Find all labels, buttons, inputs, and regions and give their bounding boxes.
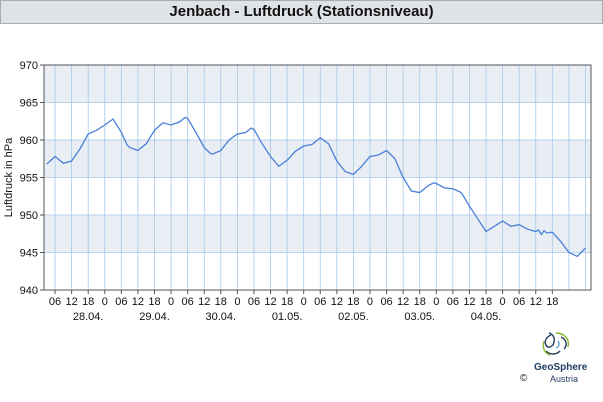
x-hour-label: 12 <box>331 296 343 308</box>
y-tick-label: 965 <box>20 98 38 110</box>
logo-subname: Austria <box>550 374 579 384</box>
x-hour-label: 12 <box>198 296 210 308</box>
geosphere-logo-mark <box>542 332 570 356</box>
x-hour-label: 0 <box>102 296 108 308</box>
geosphere-logo: GeoSphere Austria © <box>516 327 602 397</box>
x-hour-label: 18 <box>480 296 492 308</box>
x-hour-label: 06 <box>447 296 459 308</box>
x-hour-label: 12 <box>264 296 276 308</box>
y-tick-label: 950 <box>20 210 38 222</box>
plot-band <box>44 65 591 103</box>
x-day-label: 28.04. <box>73 311 104 323</box>
x-hour-label: 18 <box>281 296 293 308</box>
x-day-label: 02.05. <box>338 311 369 323</box>
x-hour-label: 18 <box>546 296 558 308</box>
y-tick-label: 940 <box>20 285 38 297</box>
plot-band <box>44 140 591 178</box>
chart-title: Jenbach - Luftdruck (Stationsniveau) <box>0 0 603 24</box>
x-day-label: 04.05. <box>471 311 502 323</box>
y-tick-label: 945 <box>20 248 38 260</box>
pressure-line <box>46 116 586 258</box>
logo-name: GeoSphere <box>534 362 588 373</box>
x-hour-label: 06 <box>182 296 194 308</box>
x-hour-label: 0 <box>168 296 174 308</box>
x-hour-label: 06 <box>314 296 326 308</box>
x-day-label: 29.04. <box>139 311 170 323</box>
x-day-label: 30.04. <box>206 311 237 323</box>
x-hour-label: 0 <box>301 296 307 308</box>
x-hour-label: 18 <box>215 296 227 308</box>
x-hour-label: 06 <box>513 296 525 308</box>
x-hour-label: 12 <box>397 296 409 308</box>
plot-band <box>44 252 591 290</box>
x-hour-label: 06 <box>49 296 61 308</box>
x-hour-label: 06 <box>248 296 260 308</box>
x-hour-label: 18 <box>148 296 160 308</box>
plot-band <box>44 215 591 253</box>
plot-band <box>44 177 591 215</box>
x-hour-label: 12 <box>530 296 542 308</box>
x-hour-label: 0 <box>433 296 439 308</box>
x-day-label: 03.05. <box>404 311 435 323</box>
y-tick-label: 955 <box>20 173 38 185</box>
x-hour-label: 12 <box>132 296 144 308</box>
x-hour-label: 0 <box>234 296 240 308</box>
x-hour-label: 06 <box>380 296 392 308</box>
x-hour-label: 18 <box>414 296 426 308</box>
y-tick-label: 960 <box>20 135 38 147</box>
copyright-symbol: © <box>520 373 528 384</box>
x-hour-label: 18 <box>82 296 94 308</box>
x-hour-label: 18 <box>347 296 359 308</box>
x-hour-label: 0 <box>367 296 373 308</box>
x-hour-label: 12 <box>463 296 475 308</box>
x-hour-label: 06 <box>115 296 127 308</box>
x-hour-label: 12 <box>66 296 78 308</box>
x-hour-label: 0 <box>500 296 506 308</box>
plot-band <box>44 102 591 140</box>
y-axis-label: Luftdruck in hPa <box>3 137 15 217</box>
y-tick-label: 970 <box>20 60 38 72</box>
x-day-label: 01.05. <box>272 311 303 323</box>
